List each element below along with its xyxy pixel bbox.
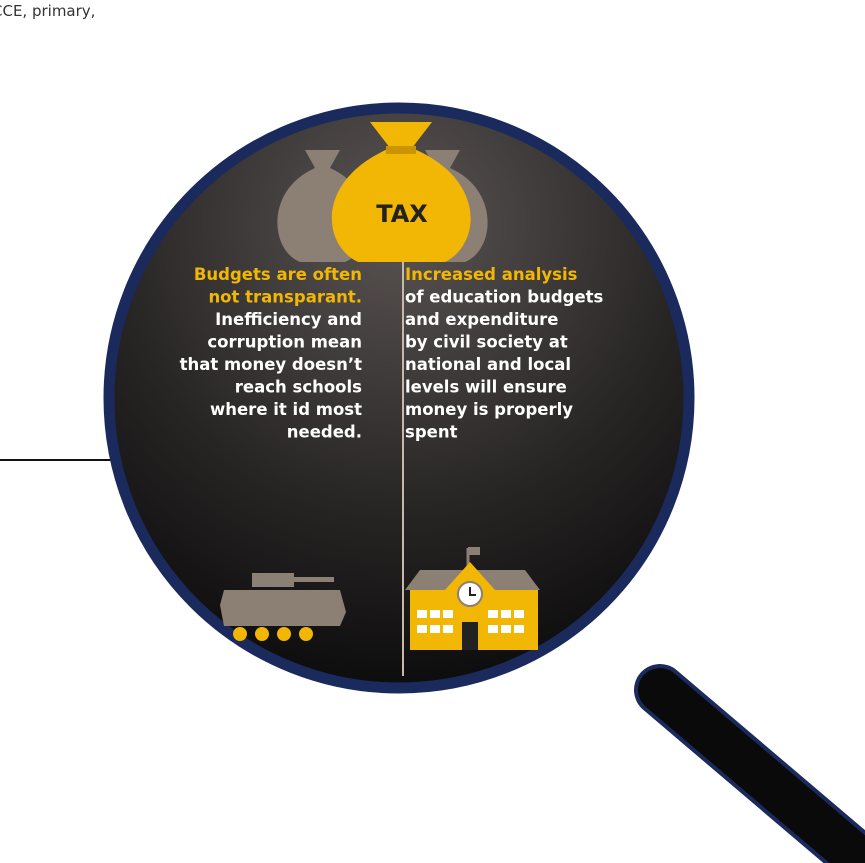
magnifier-handle bbox=[660, 690, 860, 860]
bag-label: TAX bbox=[376, 200, 428, 228]
body-text: and expenditure bbox=[405, 310, 558, 329]
body-text: by civil society at bbox=[405, 333, 568, 352]
body-text: where it id most bbox=[210, 400, 362, 419]
highlight-text: not transparant. bbox=[208, 288, 362, 307]
highlight-text: Increased analysis bbox=[405, 265, 578, 284]
body-text: national and local bbox=[405, 355, 571, 374]
body-text: money is properly bbox=[405, 400, 573, 419]
highlight-text: Budgets are often bbox=[194, 265, 362, 284]
body-text: needed. bbox=[287, 423, 362, 442]
body-text: corruption mean bbox=[207, 333, 362, 352]
body-text: of education budgets bbox=[405, 288, 604, 307]
body-text: spent bbox=[405, 423, 458, 442]
body-text: levels will ensure bbox=[405, 378, 567, 397]
corner-text: CCE, primary, bbox=[0, 2, 95, 20]
body-text: reach schools bbox=[235, 378, 362, 397]
body-text: Inefficiency and bbox=[215, 310, 362, 329]
infographic: CCE, primary, TAX Budgets are often not t… bbox=[0, 0, 865, 863]
body-text: that money doesn’t bbox=[180, 355, 363, 374]
